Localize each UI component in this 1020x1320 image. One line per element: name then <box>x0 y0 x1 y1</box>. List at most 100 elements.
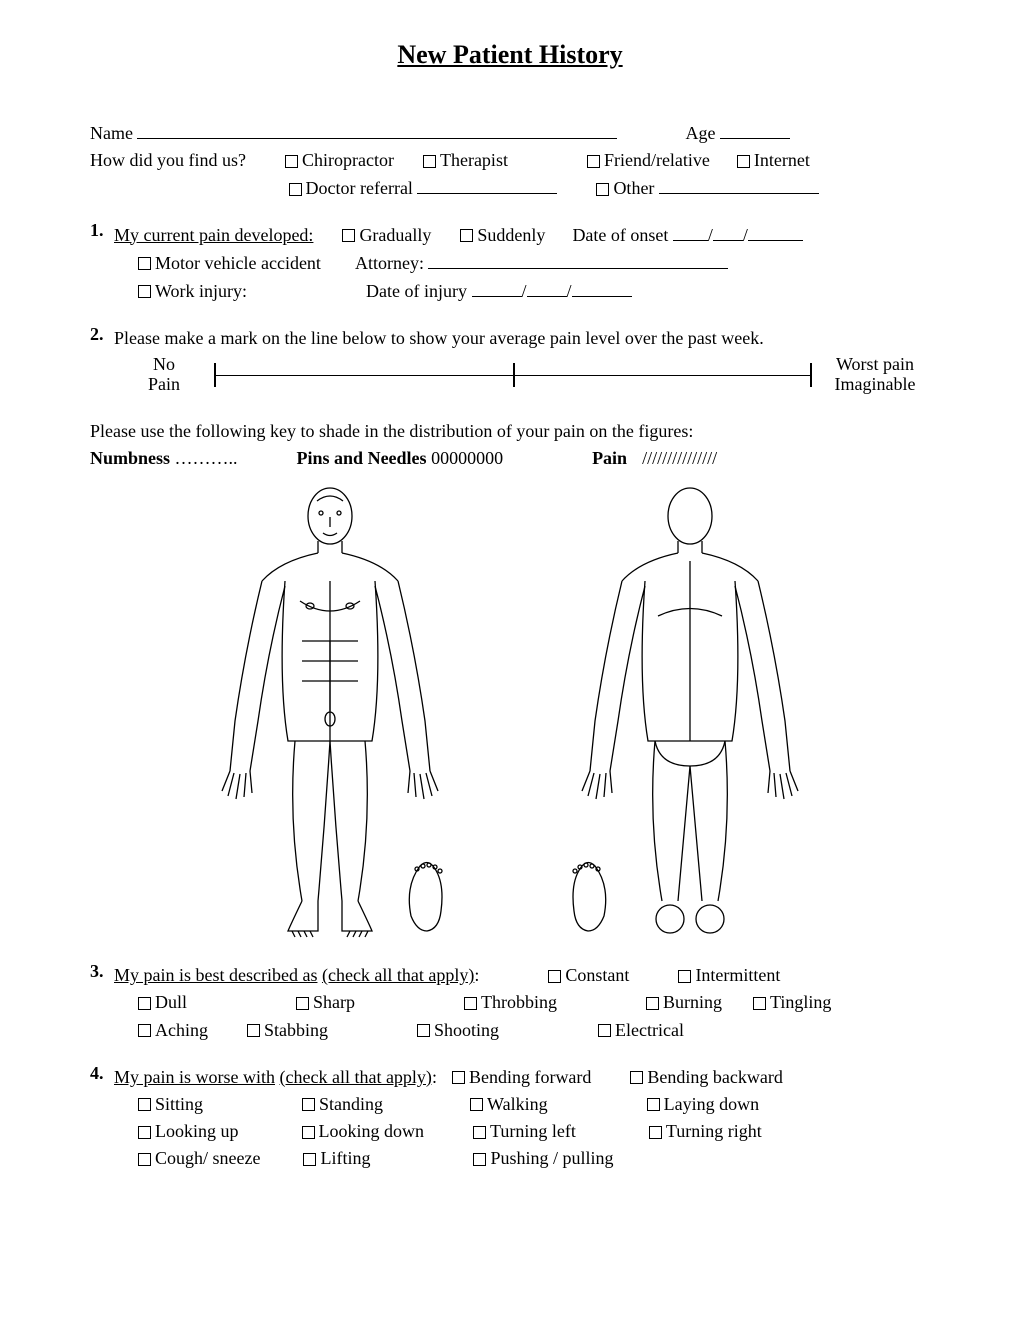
doi-m[interactable] <box>472 278 522 297</box>
cb-looking-down[interactable] <box>302 1126 315 1139</box>
lbl-chiropractor: Chiropractor <box>302 150 394 170</box>
lbl-constant: Constant <box>565 965 629 985</box>
cb-bend-back[interactable] <box>630 1071 643 1084</box>
cb-sitting[interactable] <box>138 1098 151 1111</box>
key-pins-sym: 00000000 <box>431 448 503 468</box>
onset-d[interactable] <box>713 222 743 241</box>
age-input[interactable] <box>720 120 790 139</box>
cb-tingling[interactable] <box>753 997 766 1010</box>
cb-looking-up[interactable] <box>138 1126 151 1139</box>
q4-colon: : <box>432 1067 437 1087</box>
cb-dull[interactable] <box>138 997 151 1010</box>
lbl-throbbing: Throbbing <box>481 992 557 1012</box>
tick-left <box>214 363 216 387</box>
lbl-attorney: Attorney: <box>355 253 424 273</box>
cb-sharp[interactable] <box>296 997 309 1010</box>
lbl-onset: Date of onset <box>572 225 668 245</box>
body-diagrams <box>90 481 930 941</box>
cb-friend[interactable] <box>587 155 600 168</box>
cb-pushing[interactable] <box>473 1153 486 1166</box>
cb-work-injury[interactable] <box>138 285 151 298</box>
key-numb-sym: ……….. <box>175 448 238 468</box>
cb-shooting[interactable] <box>417 1024 430 1037</box>
lbl-doi: Date of injury <box>366 281 467 301</box>
lbl-intermittent: Intermittent <box>695 965 780 985</box>
lbl-walking: Walking <box>487 1094 548 1114</box>
cb-bend-fwd[interactable] <box>452 1071 465 1084</box>
cb-turning-right[interactable] <box>649 1126 662 1139</box>
cb-gradually[interactable] <box>342 229 355 242</box>
cb-intermittent[interactable] <box>678 970 691 983</box>
other-input[interactable] <box>659 175 819 194</box>
lbl-turning-right: Turning right <box>666 1121 762 1141</box>
cb-walking[interactable] <box>470 1098 483 1111</box>
cb-therapist[interactable] <box>423 155 436 168</box>
tick-mid <box>513 363 515 387</box>
lbl-pushing: Pushing / pulling <box>490 1148 613 1168</box>
onset-m[interactable] <box>673 222 708 241</box>
referral-row: How did you find us? Chiropractor Therap… <box>90 148 930 173</box>
lbl-aching: Aching <box>155 1020 208 1040</box>
lbl-standing: Standing <box>319 1094 383 1114</box>
cb-stabbing[interactable] <box>247 1024 260 1037</box>
q1: 1. My current pain developed: Gradually … <box>90 220 930 307</box>
lbl-laying: Laying down <box>664 1094 759 1114</box>
cb-burning[interactable] <box>646 997 659 1010</box>
lbl-other: Other <box>613 178 654 198</box>
lbl-lifting: Lifting <box>320 1148 370 1168</box>
lbl-friend: Friend/relative <box>604 150 710 170</box>
cb-mva[interactable] <box>138 257 151 270</box>
pain-scale-left: No Pain <box>114 355 214 395</box>
lbl-suddenly: Suddenly <box>477 225 545 245</box>
lbl-shooting: Shooting <box>434 1020 499 1040</box>
lbl-looking-up: Looking up <box>155 1121 239 1141</box>
cb-cough[interactable] <box>138 1153 151 1166</box>
lbl-looking-down: Looking down <box>319 1121 425 1141</box>
lbl-stabbing: Stabbing <box>264 1020 328 1040</box>
cb-internet[interactable] <box>737 155 750 168</box>
lbl-bend-fwd: Bending forward <box>469 1067 591 1087</box>
doi-y[interactable] <box>572 278 632 297</box>
age-label: Age <box>686 123 716 143</box>
body-front[interactable] <box>190 481 470 941</box>
cb-laying[interactable] <box>647 1098 660 1111</box>
lbl-sharp: Sharp <box>313 992 355 1012</box>
q4-heading: My pain is worse with <box>114 1067 275 1087</box>
lbl-tingling: Tingling <box>770 992 831 1012</box>
lbl-gradually: Gradually <box>359 225 431 245</box>
cb-electrical[interactable] <box>598 1024 611 1037</box>
lbl-mva: Motor vehicle accident <box>155 253 321 273</box>
cb-aching[interactable] <box>138 1024 151 1037</box>
cb-throbbing[interactable] <box>464 997 477 1010</box>
key-pins: Pins and Needles <box>297 448 427 468</box>
tick-right <box>810 363 812 387</box>
attorney-input[interactable] <box>428 250 728 269</box>
cb-doctor-referral[interactable] <box>289 183 302 196</box>
cb-constant[interactable] <box>548 970 561 983</box>
q3: 3. My pain is best described as (check a… <box>90 961 930 1045</box>
cb-chiropractor[interactable] <box>285 155 298 168</box>
lbl-dull: Dull <box>155 992 187 1012</box>
q3-colon: : <box>474 965 479 985</box>
lbl-electrical: Electrical <box>615 1020 684 1040</box>
q2-number: 2. <box>90 324 114 395</box>
cb-standing[interactable] <box>302 1098 315 1111</box>
cb-suddenly[interactable] <box>460 229 473 242</box>
cb-other[interactable] <box>596 183 609 196</box>
doctor-referral-input[interactable] <box>417 175 557 194</box>
onset-y[interactable] <box>748 222 803 241</box>
lbl-turning-left: Turning left <box>490 1121 576 1141</box>
name-input[interactable] <box>137 120 617 139</box>
q4-sub: (check all that apply) <box>280 1067 432 1087</box>
key-row: Numbness ……….. Pins and Needles 00000000… <box>90 446 930 471</box>
page-title: New Patient History <box>90 40 930 70</box>
cb-turning-left[interactable] <box>473 1126 486 1139</box>
lbl-bend-back: Bending backward <box>647 1067 782 1087</box>
pain-scale-line[interactable] <box>214 363 812 387</box>
lbl-sitting: Sitting <box>155 1094 203 1114</box>
doi-d[interactable] <box>527 278 567 297</box>
q4: 4. My pain is worse with (check all that… <box>90 1063 930 1174</box>
key-pain-sym: /////////////// <box>642 448 717 468</box>
body-back[interactable] <box>550 481 830 941</box>
cb-lifting[interactable] <box>303 1153 316 1166</box>
